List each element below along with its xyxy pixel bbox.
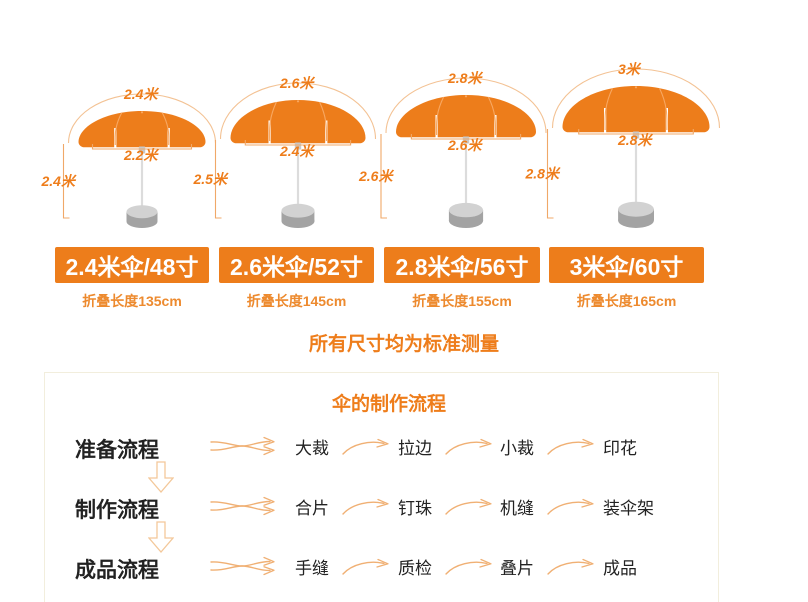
svg-text:2.6米: 2.6米 bbox=[358, 168, 394, 184]
svg-text:2.8米: 2.8米 bbox=[525, 166, 561, 182]
svg-text:2.4米: 2.4米 bbox=[123, 86, 159, 102]
svg-text:2.2米: 2.2米 bbox=[123, 147, 159, 163]
svg-text:2.8米: 2.8米 bbox=[617, 132, 653, 148]
svg-text:2.6米: 2.6米 bbox=[279, 75, 315, 91]
svg-text:2.5米: 2.5米 bbox=[193, 171, 229, 187]
svg-text:2.4米: 2.4米 bbox=[279, 143, 315, 159]
svg-text:2.8米: 2.8米 bbox=[447, 70, 483, 86]
svg-text:2.4米: 2.4米 bbox=[41, 173, 77, 189]
svg-text:3米: 3米 bbox=[618, 61, 642, 77]
svg-text:2.6米: 2.6米 bbox=[447, 137, 483, 153]
